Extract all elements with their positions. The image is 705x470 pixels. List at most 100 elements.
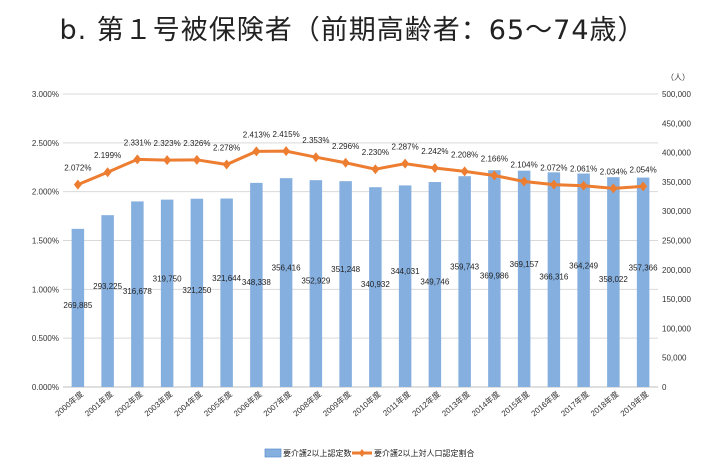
line-marker [371, 164, 380, 175]
bar [131, 201, 144, 387]
line-marker [520, 176, 529, 187]
line-marker [192, 154, 201, 165]
x-axis-tick: 2012年度 [410, 389, 442, 418]
line-data-label: 2.413% [243, 130, 270, 139]
bar [369, 187, 382, 387]
line-data-label: 2.287% [392, 143, 419, 152]
bar-data-label: 269,885 [63, 301, 92, 310]
bar [339, 181, 352, 387]
bar [101, 215, 114, 387]
bar [279, 178, 293, 387]
line-marker [163, 155, 172, 166]
right-axis-tick: 150,000 [662, 295, 691, 304]
x-axis-tick: 2004年度 [172, 389, 204, 418]
bar-data-label: 352,929 [301, 277, 330, 286]
x-axis-tick: 2018年度 [588, 389, 620, 418]
line-data-label: 2.061% [570, 165, 597, 174]
line-marker [103, 167, 112, 178]
line-marker [252, 146, 261, 157]
line-data-label: 2.199% [94, 151, 121, 160]
x-axis-tick: 2008年度 [291, 389, 323, 418]
line-marker [430, 163, 439, 174]
line-data-label: 2.415% [273, 130, 300, 139]
bar-data-label: 359,743 [450, 263, 479, 272]
line-marker [401, 158, 410, 169]
line-marker [549, 179, 558, 190]
bar-data-label: 340,932 [361, 280, 390, 289]
bar [398, 185, 412, 387]
x-axis-tick: 2013年度 [440, 389, 472, 418]
right-axis-tick: 250,000 [662, 237, 691, 246]
x-axis-tick: 2015年度 [499, 389, 531, 418]
right-axis-tick: 500,000 [662, 90, 691, 99]
bar-data-label: 369,986 [480, 272, 509, 281]
x-axis-tick: 2017年度 [559, 389, 591, 418]
line-marker [579, 180, 588, 191]
left-axis-tick: 2.500% [32, 139, 59, 148]
right-axis-tick: 100,000 [662, 324, 691, 333]
bar [458, 176, 471, 387]
x-axis-tick: 2006年度 [231, 389, 263, 418]
line-marker [311, 152, 320, 163]
line-data-label: 2.326% [183, 139, 210, 148]
line-marker [73, 179, 82, 190]
bar-data-label: 356,416 [272, 264, 301, 273]
line-data-label: 2.104% [511, 161, 538, 170]
line-series [77, 149, 644, 190]
bar [190, 198, 204, 387]
line-data-label: 2.072% [540, 164, 567, 173]
bar-data-label: 316,678 [123, 287, 152, 296]
bar [160, 199, 174, 387]
bar-data-label: 357,366 [629, 263, 658, 272]
x-axis-tick: 2010年度 [350, 389, 382, 418]
x-axis-tick: 2002年度 [112, 389, 144, 418]
x-axis-tick: 2016年度 [529, 389, 561, 418]
right-axis-tick: 0 [662, 383, 667, 392]
line-marker [341, 157, 350, 168]
bar-data-label: 293,225 [93, 282, 122, 291]
bar [220, 198, 233, 387]
left-axis-tick: 0.000% [32, 383, 59, 392]
line-data-label: 2.323% [154, 139, 181, 148]
bar-data-label: 358,022 [599, 275, 628, 284]
line-marker [639, 181, 648, 192]
line-data-label: 2.208% [451, 150, 478, 159]
bar-data-label: 321,250 [182, 286, 211, 295]
x-axis-tick: 2001年度 [83, 389, 115, 418]
line-marker [133, 154, 142, 165]
left-axis-tick: 1.500% [32, 237, 59, 246]
bar-data-label: 321,644 [212, 274, 241, 283]
bar-data-label: 351,248 [331, 265, 360, 274]
right-axis-tick: 300,000 [662, 207, 691, 216]
left-axis-tick: 2.000% [32, 188, 59, 197]
left-axis-tick: 0.500% [32, 334, 59, 343]
bar [250, 182, 263, 387]
line-marker [282, 146, 291, 157]
legend-swatch-bars [264, 448, 282, 458]
bar [547, 172, 561, 387]
bar-data-label: 319,750 [153, 274, 182, 283]
legend-label-bars: 要介護2以上認定数 [283, 448, 351, 458]
left-axis-tick: 3.000% [32, 90, 59, 99]
bar-data-label: 366,316 [539, 273, 568, 282]
line-data-label: 2.278% [213, 144, 240, 153]
bar-data-label: 348,338 [242, 278, 271, 287]
bar [636, 177, 650, 387]
bar [577, 173, 590, 387]
x-axis-tick: 2014年度 [469, 389, 501, 418]
legend-label-line: 要介護2以上対人口認定割合 [374, 448, 474, 458]
line-marker [460, 166, 469, 177]
chart-title: b. 第１号被保険者（前期高齢者：65～74歳） [59, 15, 646, 46]
line-data-label: 2.331% [124, 138, 151, 147]
line-data-label: 2.166% [481, 154, 508, 163]
bar-data-label: 349,746 [420, 278, 449, 287]
legend-marker-line [359, 449, 365, 457]
right-axis-tick: 200,000 [662, 266, 691, 275]
line-data-label: 2.054% [630, 165, 657, 174]
line-data-label: 2.242% [421, 147, 448, 156]
bar [309, 180, 323, 387]
bar [607, 177, 620, 387]
x-axis-tick: 2007年度 [261, 389, 293, 418]
line-data-label: 2.353% [302, 136, 329, 145]
